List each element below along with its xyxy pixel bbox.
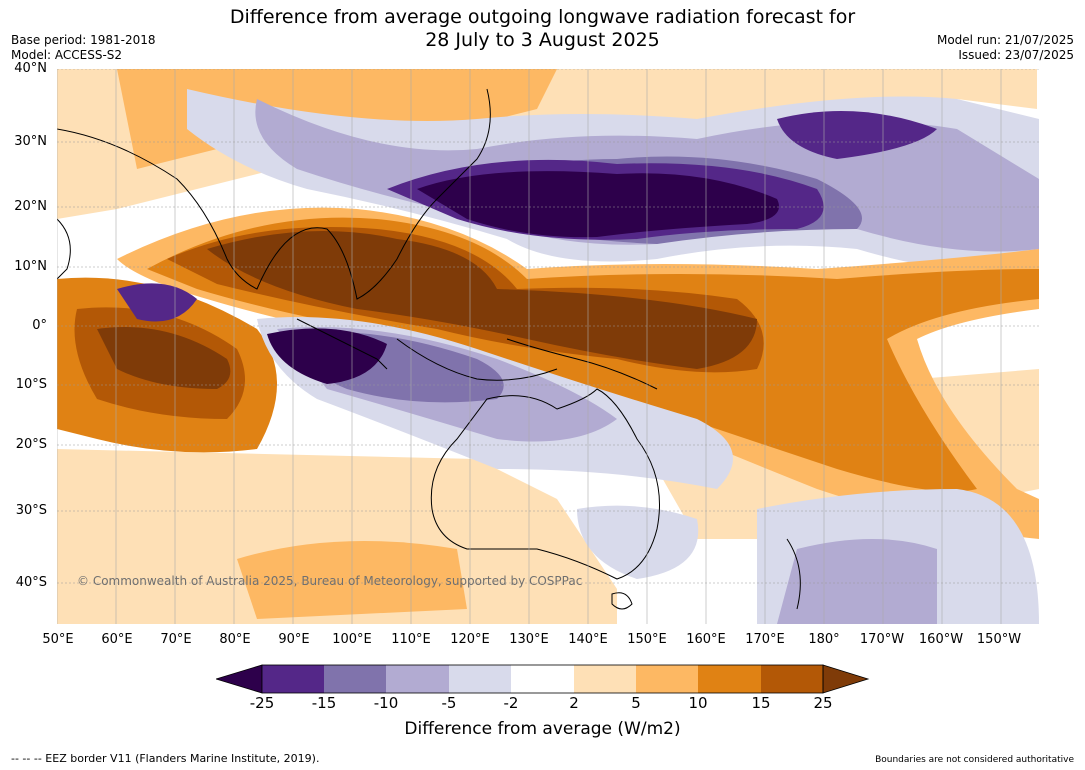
lon-label-70e: 70°E xyxy=(160,632,192,647)
eez-border-note: -- -- -- EEZ border V11 (Flanders Marine… xyxy=(11,752,320,765)
map-title-line2: 28 July to 3 August 2025 xyxy=(425,29,660,51)
lon-label-160e: 160°E xyxy=(686,632,726,647)
lon-label-110e: 110°E xyxy=(391,632,431,647)
colorbar-swatch xyxy=(386,665,449,693)
lat-label-equator: 0° xyxy=(32,318,47,333)
colorbar-swatch xyxy=(449,665,511,693)
lon-label-140e: 140°E xyxy=(568,632,608,647)
lon-label-170e: 170°E xyxy=(745,632,785,647)
map-canvas xyxy=(57,69,1039,624)
colorbar-swatch xyxy=(761,665,823,693)
colorbar-tick: -15 xyxy=(311,694,337,712)
colorbar-swatch xyxy=(698,665,761,693)
colorbar xyxy=(216,664,870,694)
colorbar-high-extend-arrow xyxy=(822,664,870,694)
olr-anomaly-map xyxy=(57,69,1039,624)
colorbar-tick: 10 xyxy=(688,694,708,712)
colorbar-tick: -2 xyxy=(503,694,519,712)
lon-label-80e: 80°E xyxy=(219,632,251,647)
lat-label-40s: 40°S xyxy=(15,575,47,590)
colorbar-swatch xyxy=(636,665,698,693)
colorbar-tick: -10 xyxy=(373,694,399,712)
lon-label-90e: 90°E xyxy=(278,632,310,647)
colorbar-low-extend-arrow xyxy=(216,664,263,694)
boundaries-disclaimer: Boundaries are not considered authoritat… xyxy=(875,755,1074,765)
lon-label-180: 180° xyxy=(808,632,840,647)
colorbar-title: Difference from average (W/m2) xyxy=(404,719,681,739)
base-period: Base period: 1981-2018 xyxy=(11,33,156,47)
lon-label-130e: 130°E xyxy=(509,632,549,647)
colorbar-tick: 25 xyxy=(813,694,833,712)
colorbar-tick: 2 xyxy=(569,694,579,712)
lon-label-50e: 50°E xyxy=(42,632,74,647)
lon-label-60e: 60°E xyxy=(101,632,133,647)
map-title-line1: Difference from average outgoing longwav… xyxy=(229,6,856,28)
lon-label-120e: 120°E xyxy=(450,632,490,647)
lat-label-30s: 30°S xyxy=(15,503,47,518)
lat-label-10s: 10°S xyxy=(15,377,47,392)
lat-label-20s: 20°S xyxy=(15,437,47,452)
lon-label-150w: 150°W xyxy=(976,632,1022,647)
lat-label-10n: 10°N xyxy=(14,259,47,274)
lat-label-20n: 20°N xyxy=(14,199,47,214)
lon-label-170w: 170°W xyxy=(859,632,905,647)
colorbar-swatch xyxy=(574,665,636,693)
lon-label-150e: 150°E xyxy=(627,632,667,647)
model-name: Model: ACCESS-S2 xyxy=(11,48,123,62)
lon-label-100e: 100°E xyxy=(332,632,372,647)
colorbar-tick: 5 xyxy=(631,694,641,712)
lon-label-160w: 160°W xyxy=(918,632,964,647)
colorbar-tick: -25 xyxy=(249,694,275,712)
colorbar-swatch xyxy=(511,665,574,693)
colorbar-swatch xyxy=(324,665,386,693)
lat-label-30n: 30°N xyxy=(14,134,47,149)
copyright-notice: © Commonwealth of Australia 2025, Bureau… xyxy=(77,574,583,588)
lat-label-40n: 40°N xyxy=(14,61,47,76)
colorbar-tick: 15 xyxy=(751,694,771,712)
colorbar-swatch xyxy=(262,665,324,693)
colorbar-tick: -5 xyxy=(441,694,457,712)
issued-date: Issued: 23/07/2025 xyxy=(958,48,1074,62)
model-run-date: Model run: 21/07/2025 xyxy=(936,33,1074,47)
